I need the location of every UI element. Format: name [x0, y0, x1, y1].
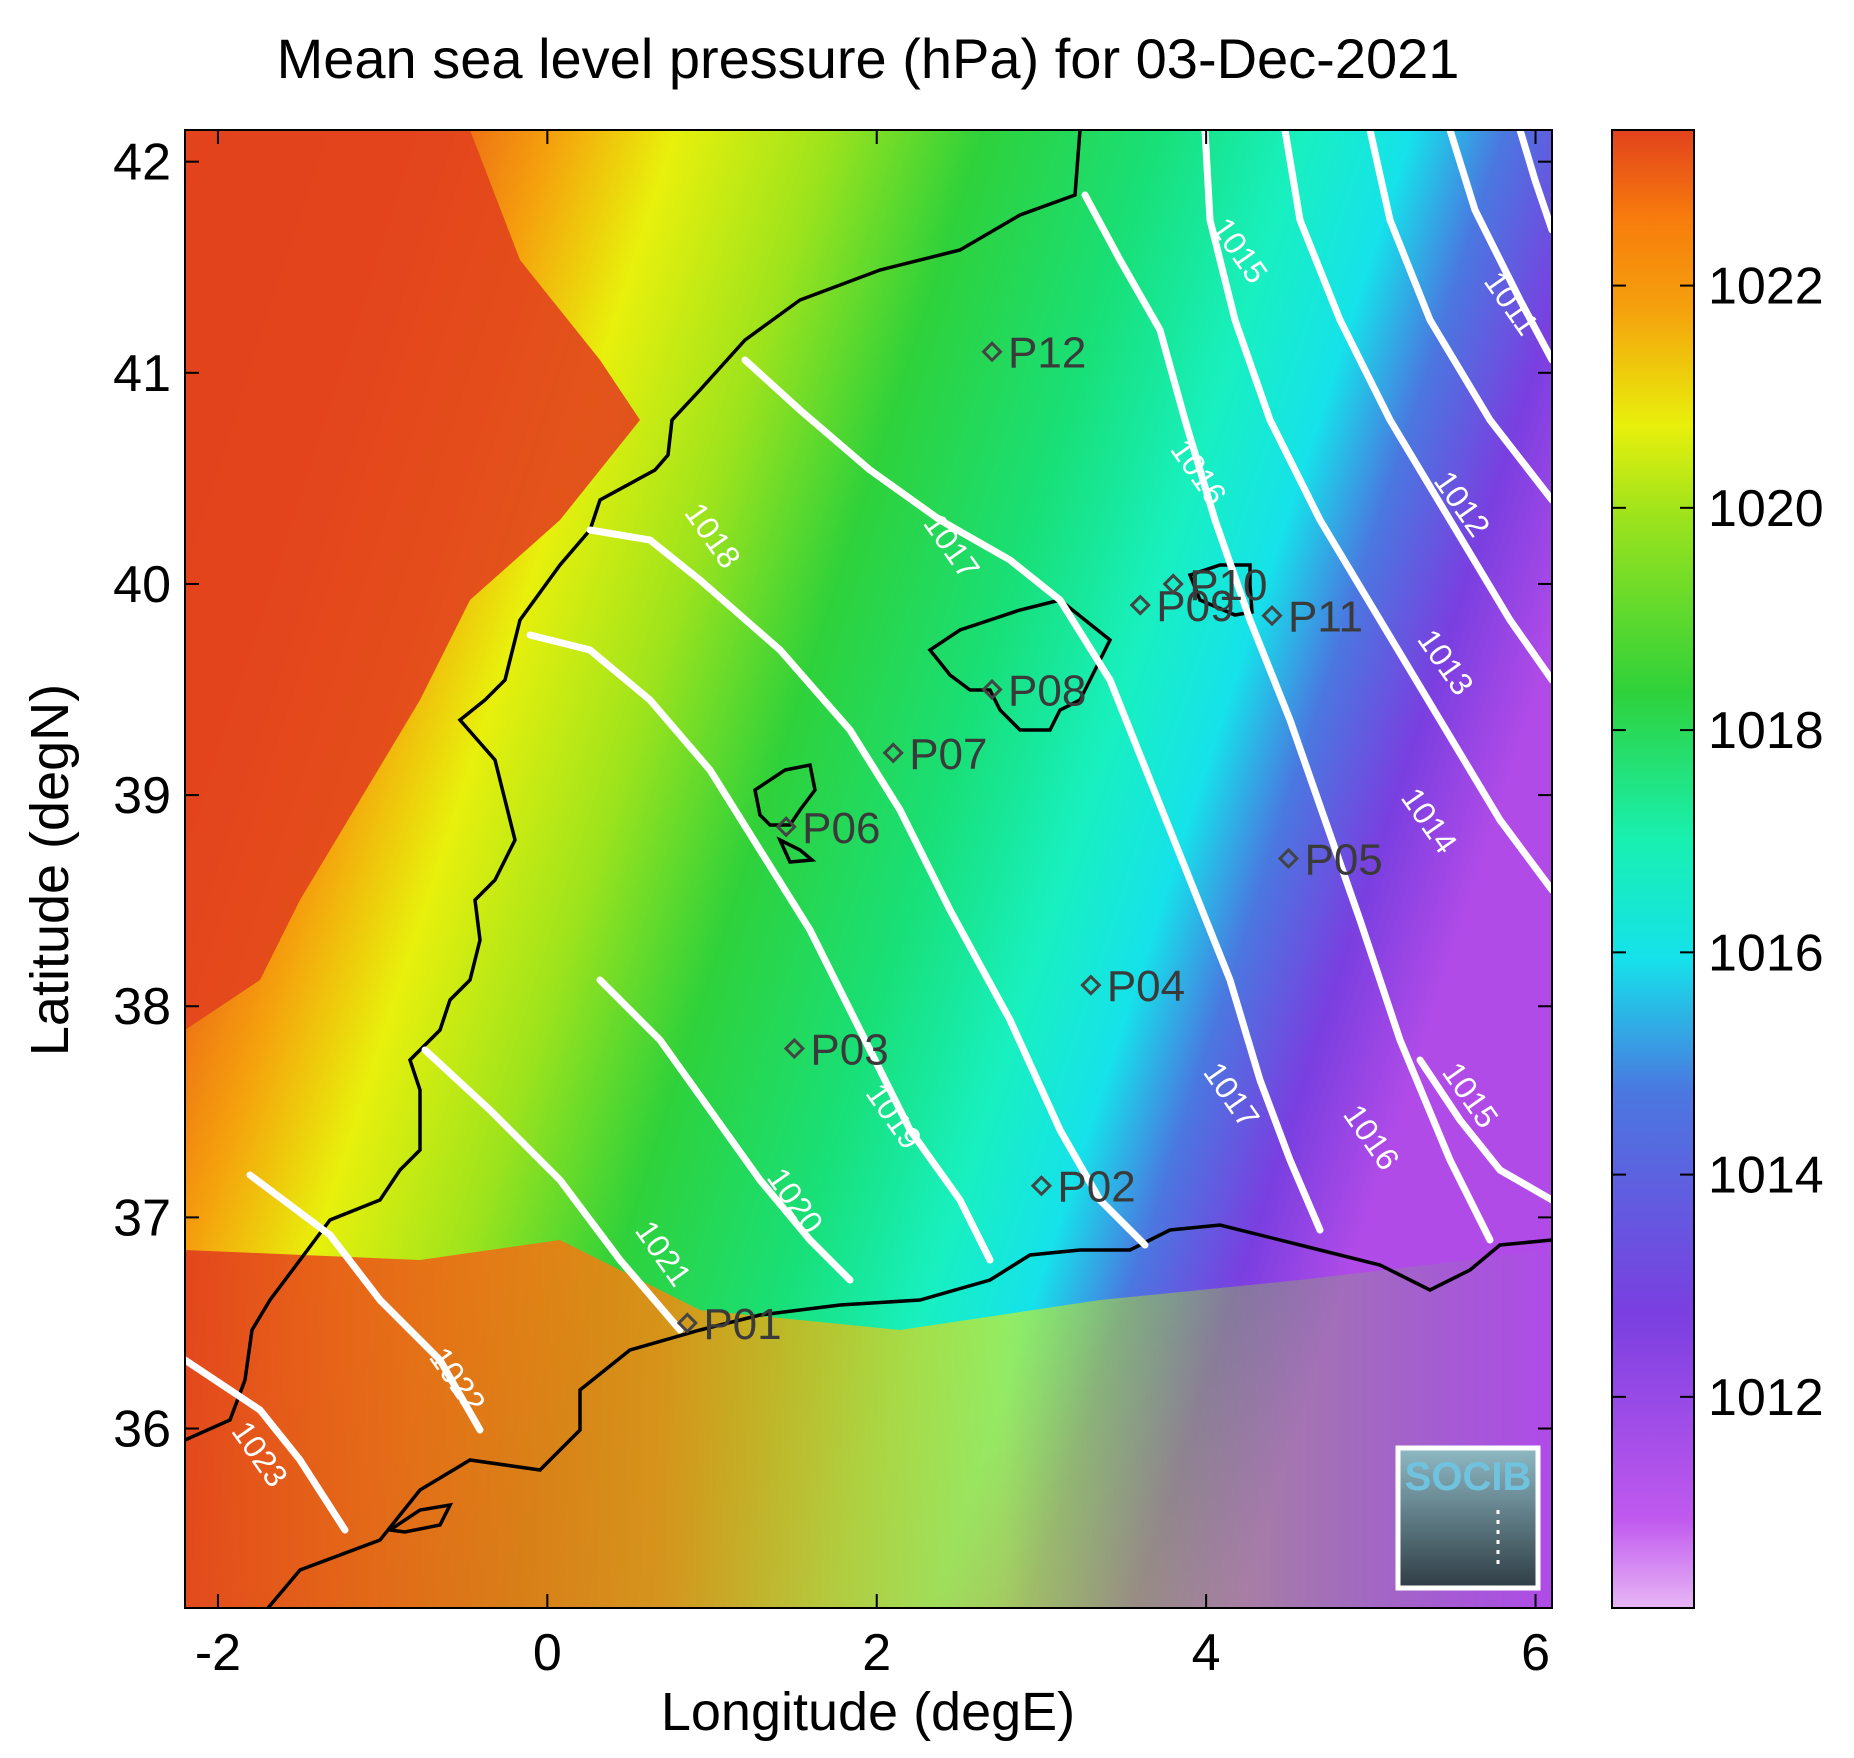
station-label: P10: [1189, 561, 1267, 610]
isobar-1019: [526, 631, 994, 1264]
x-axis-label: Longitude (degE): [661, 1682, 1075, 1742]
isobar-1015: [1201, 130, 1552, 894]
isobar-1017: [741, 356, 1324, 1234]
station-p10: P10: [1162, 561, 1267, 610]
iberia-land-warm: [185, 130, 640, 1030]
station-label: P04: [1107, 962, 1185, 1011]
station-p03: P03: [783, 1025, 889, 1074]
isobar-1023: [185, 1356, 349, 1534]
station-label: P06: [802, 804, 880, 853]
station-label: P02: [1057, 1163, 1135, 1212]
station-diamond-icon: [775, 816, 797, 838]
isobar-1014: [1281, 130, 1552, 684]
station-diamond-icon: [676, 1312, 698, 1334]
station-p01: P01: [676, 1300, 782, 1349]
station-label: P03: [810, 1025, 888, 1074]
ibiza-coastline: [753, 762, 817, 827]
station-p08: P08: [981, 667, 1086, 716]
colorbar: 1012 1014 1016 1018 1020 1022: [1611, 129, 1824, 1609]
station-label: P12: [1008, 329, 1086, 378]
station-p06: P06: [775, 804, 880, 853]
africa-coastline: [266, 1223, 1552, 1608]
isobar-1020: [596, 976, 854, 1284]
x-tick-label: 2: [862, 1624, 891, 1682]
colorbar-gradient: [1611, 129, 1695, 1609]
station-diamond-icon: [981, 341, 1003, 363]
isobar-1015-south: [1416, 1056, 1552, 1204]
y-tick-label: 41: [113, 345, 171, 403]
station-p07: P07: [882, 730, 988, 779]
colorbar-tick-label: 1020: [1708, 480, 1824, 538]
y-tick-label: 40: [113, 556, 171, 614]
alboran-coastline: [385, 1502, 454, 1534]
station-diamond-icon: [1277, 847, 1300, 870]
station-p05: P05: [1277, 835, 1383, 884]
isobar-1022: [246, 1171, 484, 1434]
y-axis: 36 37 38 39 40 41 42: [113, 134, 1552, 1459]
isobar-1011: [1516, 130, 1552, 234]
isobar-1018: [586, 526, 1149, 1249]
y-tick-label: 39: [113, 767, 171, 825]
station-diamond-icon: [783, 1037, 805, 1060]
station-p11: P11: [1261, 593, 1363, 642]
map-panel: 1011101210131014101510151016101610171017…: [185, 130, 1552, 1608]
y-axis-label: Latitude (degN): [20, 684, 80, 1056]
station-diamond-icon: [1030, 1175, 1053, 1197]
colorbar-tick-label: 1016: [1708, 924, 1824, 982]
station-label: P08: [1008, 667, 1086, 716]
station-p02: P02: [1030, 1163, 1136, 1212]
x-axis: -2 0 2 4 6: [195, 130, 1550, 1682]
colorbar-tick-label: 1012: [1708, 1369, 1824, 1427]
station-label: P07: [909, 730, 987, 779]
socib-logo: SOCIB: [1395, 1445, 1541, 1591]
y-tick-label: 38: [113, 978, 171, 1036]
y-tick-label: 36: [113, 1401, 171, 1459]
station-label: P11: [1288, 593, 1363, 642]
station-diamond-icon: [981, 678, 1003, 701]
isobar-1013: [1366, 130, 1552, 504]
colorbar-tick-label: 1014: [1708, 1147, 1824, 1205]
x-tick-label: 0: [533, 1624, 562, 1682]
colorbar-ticks: 1012 1014 1016 1018 1020 1022: [1612, 258, 1824, 1427]
isobars: [185, 130, 1552, 1534]
station-label: P05: [1304, 835, 1382, 884]
station-p12: P12: [981, 329, 1086, 378]
map-frame: [184, 129, 1553, 1609]
isobar-1016: [1081, 191, 1494, 1244]
coastlines: [185, 130, 1552, 1608]
x-tick-label: -2: [195, 1624, 241, 1682]
colorbar-tick-label: 1018: [1708, 702, 1824, 760]
station-label: P01: [703, 1300, 781, 1349]
station-diamond-icon: [882, 742, 904, 764]
isobar-1012: [1446, 130, 1552, 364]
station-diamond-icon: [1261, 605, 1283, 627]
station-p04: P04: [1080, 962, 1185, 1011]
y-tick-label: 37: [113, 1189, 171, 1247]
isobar-1021: [421, 1046, 684, 1334]
station-diamond-icon: [1080, 974, 1102, 996]
chart-title: Mean sea level pressure (hPa) for 03-Dec…: [277, 27, 1460, 90]
station-diamond-icon: [1129, 594, 1151, 616]
formentera-coastline: [776, 836, 817, 864]
x-tick-label: 4: [1192, 1624, 1221, 1682]
iberia-coastline: [185, 130, 1082, 1442]
colorbar-tick-label: 1022: [1708, 258, 1824, 316]
y-tick-label: 42: [113, 134, 171, 192]
africa-land-warm: [185, 1240, 1552, 1608]
station-p09: P09: [1129, 582, 1235, 631]
station-diamond-icon: [1162, 573, 1184, 595]
x-tick-label: 6: [1521, 1624, 1550, 1682]
menorca-coastline: [1187, 563, 1254, 617]
socib-logo-text: SOCIB: [1405, 1455, 1532, 1499]
